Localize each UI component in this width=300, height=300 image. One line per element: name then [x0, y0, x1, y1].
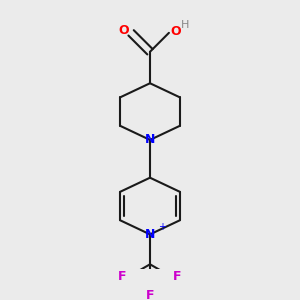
Text: F: F: [173, 270, 182, 283]
Text: F: F: [146, 289, 154, 300]
Text: O: O: [170, 25, 181, 38]
Text: N: N: [145, 228, 155, 241]
Text: O: O: [119, 24, 130, 37]
Text: F: F: [118, 270, 127, 283]
Text: +: +: [158, 221, 166, 232]
Text: H: H: [181, 20, 190, 30]
Text: N: N: [145, 134, 155, 146]
